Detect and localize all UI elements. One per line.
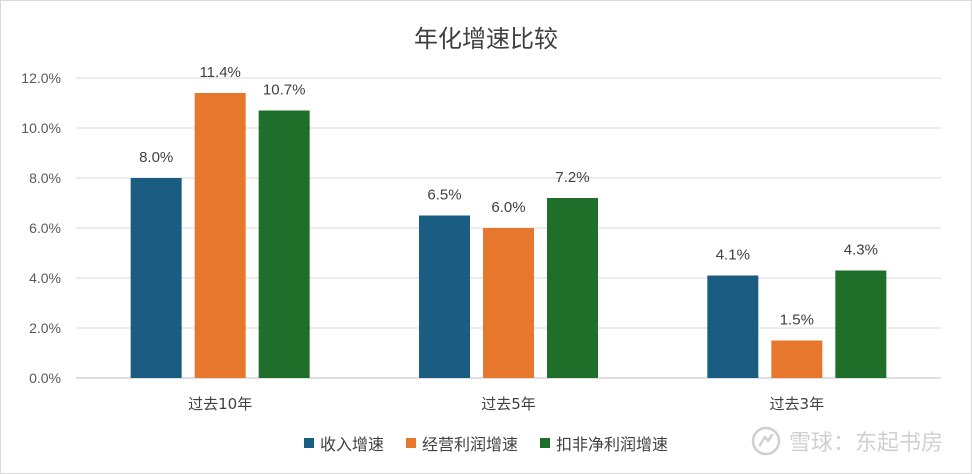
legend: 收入增速 经营利润增速 扣非净利润增速 (1, 431, 971, 455)
legend-swatch-operating-profit (405, 438, 416, 448)
watermark: 雪球：东起书房 (751, 425, 943, 457)
bar (130, 178, 182, 378)
data-label: 6.0% (491, 199, 525, 216)
legend-label-net-profit: 扣非净利润增速 (556, 435, 669, 454)
data-label: 4.1% (716, 247, 750, 264)
x-tick-label: 过去5年 (481, 395, 536, 413)
y-tick-label: 4.0% (29, 270, 61, 286)
bar (194, 93, 246, 378)
y-tick-label: 0.0% (29, 370, 61, 386)
data-label: 7.2% (555, 169, 589, 186)
y-tick-label: 2.0% (29, 320, 61, 336)
data-label: 8.0% (139, 149, 173, 166)
legend-label-revenue: 收入增速 (319, 435, 384, 454)
y-tick-label: 10.0% (21, 120, 61, 136)
watermark-text: 雪球：东起书房 (788, 431, 943, 456)
bar (547, 198, 598, 378)
data-label: 11.4% (199, 64, 240, 81)
y-tick-label: 8.0% (29, 170, 61, 186)
x-tick-label: 过去3年 (770, 395, 825, 413)
legend-item-net-profit: 扣非净利润增速 (540, 431, 668, 455)
legend-swatch-net-profit (540, 438, 550, 448)
snowball-logo-icon (751, 426, 781, 456)
bar (258, 110, 310, 378)
legend-swatch-revenue (303, 438, 314, 448)
y-tick-label: 12.0% (21, 70, 61, 86)
bar (707, 275, 759, 378)
bar (483, 228, 534, 378)
legend-item-revenue: 收入增速 (303, 431, 384, 455)
data-label: 6.5% (427, 187, 461, 204)
data-label: 4.3% (844, 242, 878, 259)
data-label: 1.5% (780, 312, 814, 329)
x-tick-label: 过去10年 (188, 395, 252, 413)
chart-title: 年化增速比较 (414, 25, 558, 53)
bar (419, 215, 470, 378)
bar (835, 270, 887, 378)
bar (771, 340, 823, 378)
legend-label-operating-profit: 经营利润增速 (421, 435, 518, 454)
y-tick-label: 6.0% (29, 220, 61, 236)
legend-item-operating-profit: 经营利润增速 (405, 431, 518, 455)
data-label: 10.7% (263, 82, 306, 99)
